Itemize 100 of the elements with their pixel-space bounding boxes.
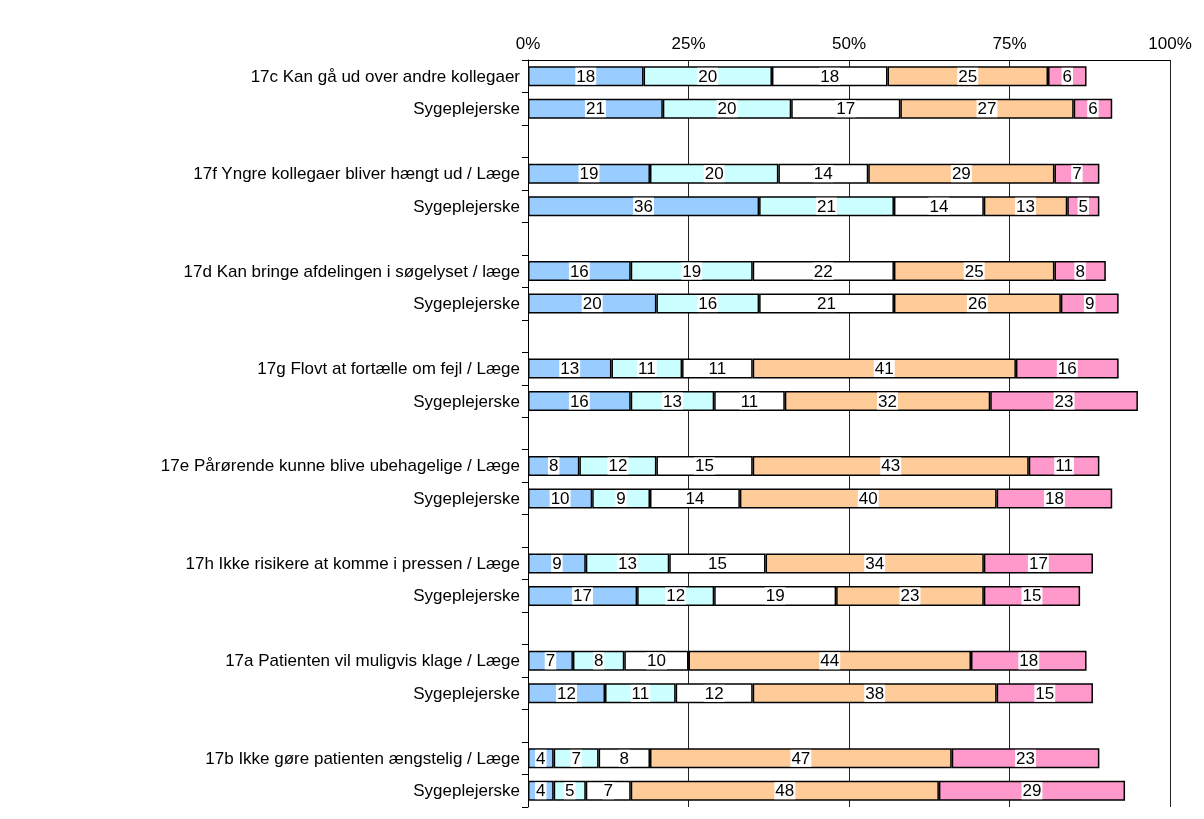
data-label: 13: [560, 359, 580, 379]
data-label: 17: [1028, 553, 1048, 573]
data-label: 11: [631, 683, 650, 703]
x-tick-label: 75%: [992, 34, 1027, 53]
data-label: 20: [704, 164, 724, 184]
data-label: 4: [536, 748, 546, 768]
y-tick-label: Sygeplejerske: [413, 488, 520, 508]
data-label: 20: [582, 294, 602, 314]
data-label: 7: [603, 781, 613, 801]
y-tick-label: Sygeplejerske: [413, 683, 520, 703]
data-label: 12: [666, 586, 686, 606]
y-tick-label: Sygeplejerske: [413, 99, 520, 119]
data-label: 34: [865, 553, 885, 573]
x-tick-label: 100%: [1148, 34, 1192, 53]
data-label: 44: [820, 651, 840, 671]
data-label: 8: [619, 748, 630, 768]
data-label: 21: [585, 99, 605, 119]
data-label: 15: [695, 456, 715, 476]
y-tick-label: 17h Ikke risikere at komme i pressen / Læge: [185, 553, 520, 573]
y-tick-label: 17e Pårørende kunne blive ubehagelige / Læge: [160, 456, 520, 476]
data-label: 9: [616, 488, 626, 508]
data-label: 7: [545, 651, 556, 671]
data-label: 11: [637, 359, 656, 379]
data-label: 16: [1057, 359, 1077, 379]
data-label: 18: [1019, 651, 1039, 671]
data-label: 41: [874, 359, 894, 379]
data-label: 36: [634, 196, 654, 216]
data-label: 18: [576, 66, 596, 86]
data-label: 4: [536, 781, 546, 801]
data-label: 7: [1072, 164, 1082, 184]
data-label: 10: [646, 651, 666, 671]
data-label: 38: [865, 683, 885, 703]
y-tick-label: Sygeplejerske: [413, 586, 520, 606]
data-label: 5: [565, 781, 575, 801]
data-label: 10: [550, 488, 570, 508]
data-label: 32: [878, 391, 897, 411]
data-label: 12: [608, 456, 628, 476]
y-tick-label: Sygeplejerske: [413, 196, 520, 216]
data-label: 20: [717, 99, 737, 119]
data-label: 9: [552, 553, 562, 573]
data-label: 14: [813, 164, 833, 184]
data-label: 48: [775, 781, 795, 801]
data-label: 25: [964, 261, 984, 281]
data-label: 23: [1054, 391, 1074, 411]
data-label: 12: [557, 683, 576, 703]
data-label: 21: [817, 294, 836, 314]
data-label: 5: [1078, 196, 1089, 216]
data-label: 26: [967, 294, 987, 314]
y-tick-label: Sygeplejerske: [413, 391, 520, 411]
data-label: 14: [929, 196, 949, 216]
data-label: 17: [836, 99, 856, 119]
data-label: 11: [708, 359, 727, 379]
data-label: 17: [573, 586, 593, 606]
data-label: 15: [1035, 683, 1055, 703]
data-label: 16: [569, 391, 589, 411]
data-label: 19: [682, 261, 702, 281]
data-label: 13: [1016, 196, 1036, 216]
data-label: 15: [707, 553, 727, 573]
y-tick-label: Sygeplejerske: [413, 294, 520, 314]
data-label: 11: [1055, 456, 1073, 476]
data-label: 25: [958, 66, 978, 86]
data-label: 14: [685, 488, 705, 508]
data-label: 8: [548, 456, 559, 476]
x-tick-label: 50%: [831, 34, 867, 53]
data-label: 22: [813, 261, 833, 281]
data-label: 47: [791, 748, 811, 768]
data-label: 16: [569, 261, 589, 281]
data-label: 16: [698, 294, 718, 314]
x-tick-label: 25%: [671, 34, 706, 53]
data-label: 43: [881, 456, 901, 476]
data-label: 12: [704, 683, 724, 703]
y-tick-label: 17g Flovt at fortælle om fejl / Læge: [257, 359, 520, 379]
data-label: 27: [977, 99, 997, 119]
data-label: 11: [740, 391, 759, 411]
data-label: 23: [900, 586, 920, 606]
y-tick-label: 17b Ikke gøre patienten ængstelig / Læge: [205, 748, 520, 768]
data-label: 9: [1085, 294, 1095, 314]
data-label: 13: [618, 553, 637, 573]
data-label: 7: [571, 748, 581, 768]
data-label: 8: [1075, 261, 1085, 281]
data-label: 40: [858, 488, 878, 508]
data-label: 29: [951, 164, 971, 184]
data-label: 8: [593, 651, 604, 671]
y-tick-label: 17c Kan gå ud over andre kollegaer: [250, 66, 521, 86]
data-label: 20: [698, 66, 718, 86]
data-label: 19: [579, 164, 599, 184]
y-tick-label: 17a Patienten vil muligvis klage / Læge: [225, 651, 520, 671]
data-label: 19: [765, 586, 785, 606]
x-tick-label: 0%: [515, 34, 541, 53]
y-tick-label: 17f Yngre kollegaer bliver hængt ud / Læge: [193, 164, 520, 184]
data-label: 13: [662, 391, 682, 411]
data-label: 29: [1022, 781, 1042, 801]
data-label: 15: [1022, 586, 1042, 606]
data-label: 21: [817, 196, 836, 216]
data-label: 6: [1062, 66, 1073, 86]
data-label: 23: [1016, 748, 1036, 768]
data-label: 6: [1088, 99, 1098, 119]
y-tick-label: 17d Kan bringe afdelingen i søgelyset / læge: [183, 261, 520, 281]
y-tick-label: Sygeplejerske: [413, 781, 520, 801]
data-label: 18: [820, 66, 840, 86]
